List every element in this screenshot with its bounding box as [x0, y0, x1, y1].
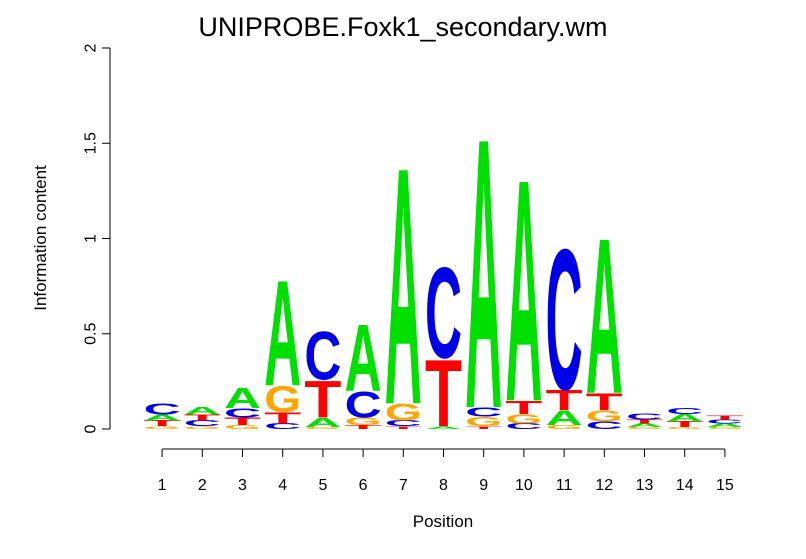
logo-letter-t: T	[385, 425, 422, 429]
x-tick-label: 8	[439, 477, 448, 494]
logo-letter-g: G	[385, 399, 422, 426]
logo-letter-t: T	[425, 340, 462, 446]
logo-letter-a: A	[144, 413, 181, 422]
logo-letter-g: G	[345, 416, 382, 428]
logo-letter-g: G	[304, 427, 341, 430]
logo-letter-g: G	[224, 424, 261, 430]
logo-letter-c: C	[345, 385, 382, 426]
x-axis: 1 2 3 4 5 6 7 8 9 10 11 12 13 14 15	[158, 448, 734, 494]
x-tick-label: 5	[318, 477, 327, 494]
logo-letter-c: C	[505, 422, 542, 431]
x-tick-label: 13	[636, 477, 654, 494]
logo-letter-t: T	[626, 419, 663, 425]
x-tick-label: 14	[676, 477, 694, 494]
x-tick-label: 10	[515, 477, 533, 494]
logo-letter-c: C	[425, 240, 462, 385]
y-tick-label: 1.5	[83, 132, 100, 154]
chart-title: UNIPROBE.Foxk1_secondary.wm	[198, 12, 607, 42]
logo-letter-a: A	[626, 422, 663, 428]
y-tick-label: 0	[83, 424, 100, 433]
logo-letter-g: G	[546, 424, 583, 430]
logo-letter-a: A	[586, 193, 623, 441]
x-tick-label: 12	[595, 477, 613, 494]
logo-letter-g: G	[505, 412, 542, 427]
logo-letter-g: G	[184, 425, 221, 429]
logo-letter-c: C	[264, 422, 301, 431]
logo-letter-t: T	[345, 424, 382, 430]
logo-letter-t: T	[304, 371, 341, 430]
y-tick-label: 2	[83, 43, 100, 52]
logo-letter-g: G	[465, 414, 502, 429]
logo-letter-a: A	[304, 415, 341, 430]
logo-letter-t: T	[144, 419, 181, 428]
logo-letter-g: G	[706, 427, 743, 430]
y-axis-label: Information content	[31, 165, 50, 311]
x-tick-label: 11	[556, 477, 573, 494]
logo-letter-g: G	[586, 407, 623, 425]
logo-letter-t: T	[264, 409, 301, 427]
logo-letter-g: G	[626, 427, 663, 430]
logo-letter-t: T	[465, 425, 502, 429]
y-tick-label: 1	[83, 234, 100, 243]
logo-letter-g: G	[264, 379, 301, 421]
logo-letter-a: A	[666, 412, 703, 424]
logo-letter-a: A	[505, 114, 542, 469]
logo-letter-t: T	[184, 413, 221, 422]
logo-letter-c: C	[465, 405, 502, 420]
logo-letter-t: T	[224, 416, 262, 428]
logo-letter-a: A	[465, 59, 502, 489]
logo-letter-c: C	[385, 419, 422, 428]
y-axis: 0 0.5 1 1.5 2	[83, 43, 111, 433]
logo-letter-t: T	[505, 397, 542, 418]
y-tick-label: 0.5	[83, 323, 100, 345]
logo-letter-a: A	[546, 407, 583, 430]
x-tick-label: 15	[716, 477, 734, 494]
logo-letter-c: C	[706, 418, 743, 424]
x-tick-label: 1	[158, 477, 167, 494]
logo-letter-a: A	[425, 425, 462, 429]
x-axis-label: Position	[413, 512, 473, 531]
logo-letter-c: C	[586, 420, 623, 432]
logo-letter-a: A	[224, 381, 261, 414]
logo-letter-a: A	[184, 405, 221, 417]
logo-letter-t: T	[546, 384, 583, 416]
logo-letter-a: A	[385, 98, 422, 476]
logo-letter-c: C	[184, 419, 221, 428]
logo-letter-c: C	[224, 406, 261, 421]
x-tick-label: 9	[479, 477, 488, 494]
logo-letter-a: A	[706, 422, 743, 428]
logo-letter-c: C	[304, 317, 341, 394]
logo-letter-c: C	[666, 407, 703, 416]
x-tick-label: 3	[238, 477, 247, 494]
x-tick-label: 2	[198, 477, 207, 494]
logo-letter-a: A	[345, 306, 382, 412]
logo-letter-g: G	[144, 425, 181, 429]
logo-letter-a: A	[264, 249, 301, 418]
logo-letter-t: T	[706, 415, 743, 421]
logo-letter-c: C	[144, 401, 181, 419]
logo-letter-t: T	[666, 420, 703, 429]
x-tick-label: 6	[359, 477, 368, 494]
logo-letter-c: C	[546, 208, 583, 433]
logo-letter-g: G	[666, 427, 703, 430]
logo-letter-c: C	[626, 412, 663, 421]
x-tick-label: 7	[399, 477, 408, 494]
logo-letter-t: T	[586, 388, 623, 415]
x-tick-label: 4	[278, 477, 287, 494]
